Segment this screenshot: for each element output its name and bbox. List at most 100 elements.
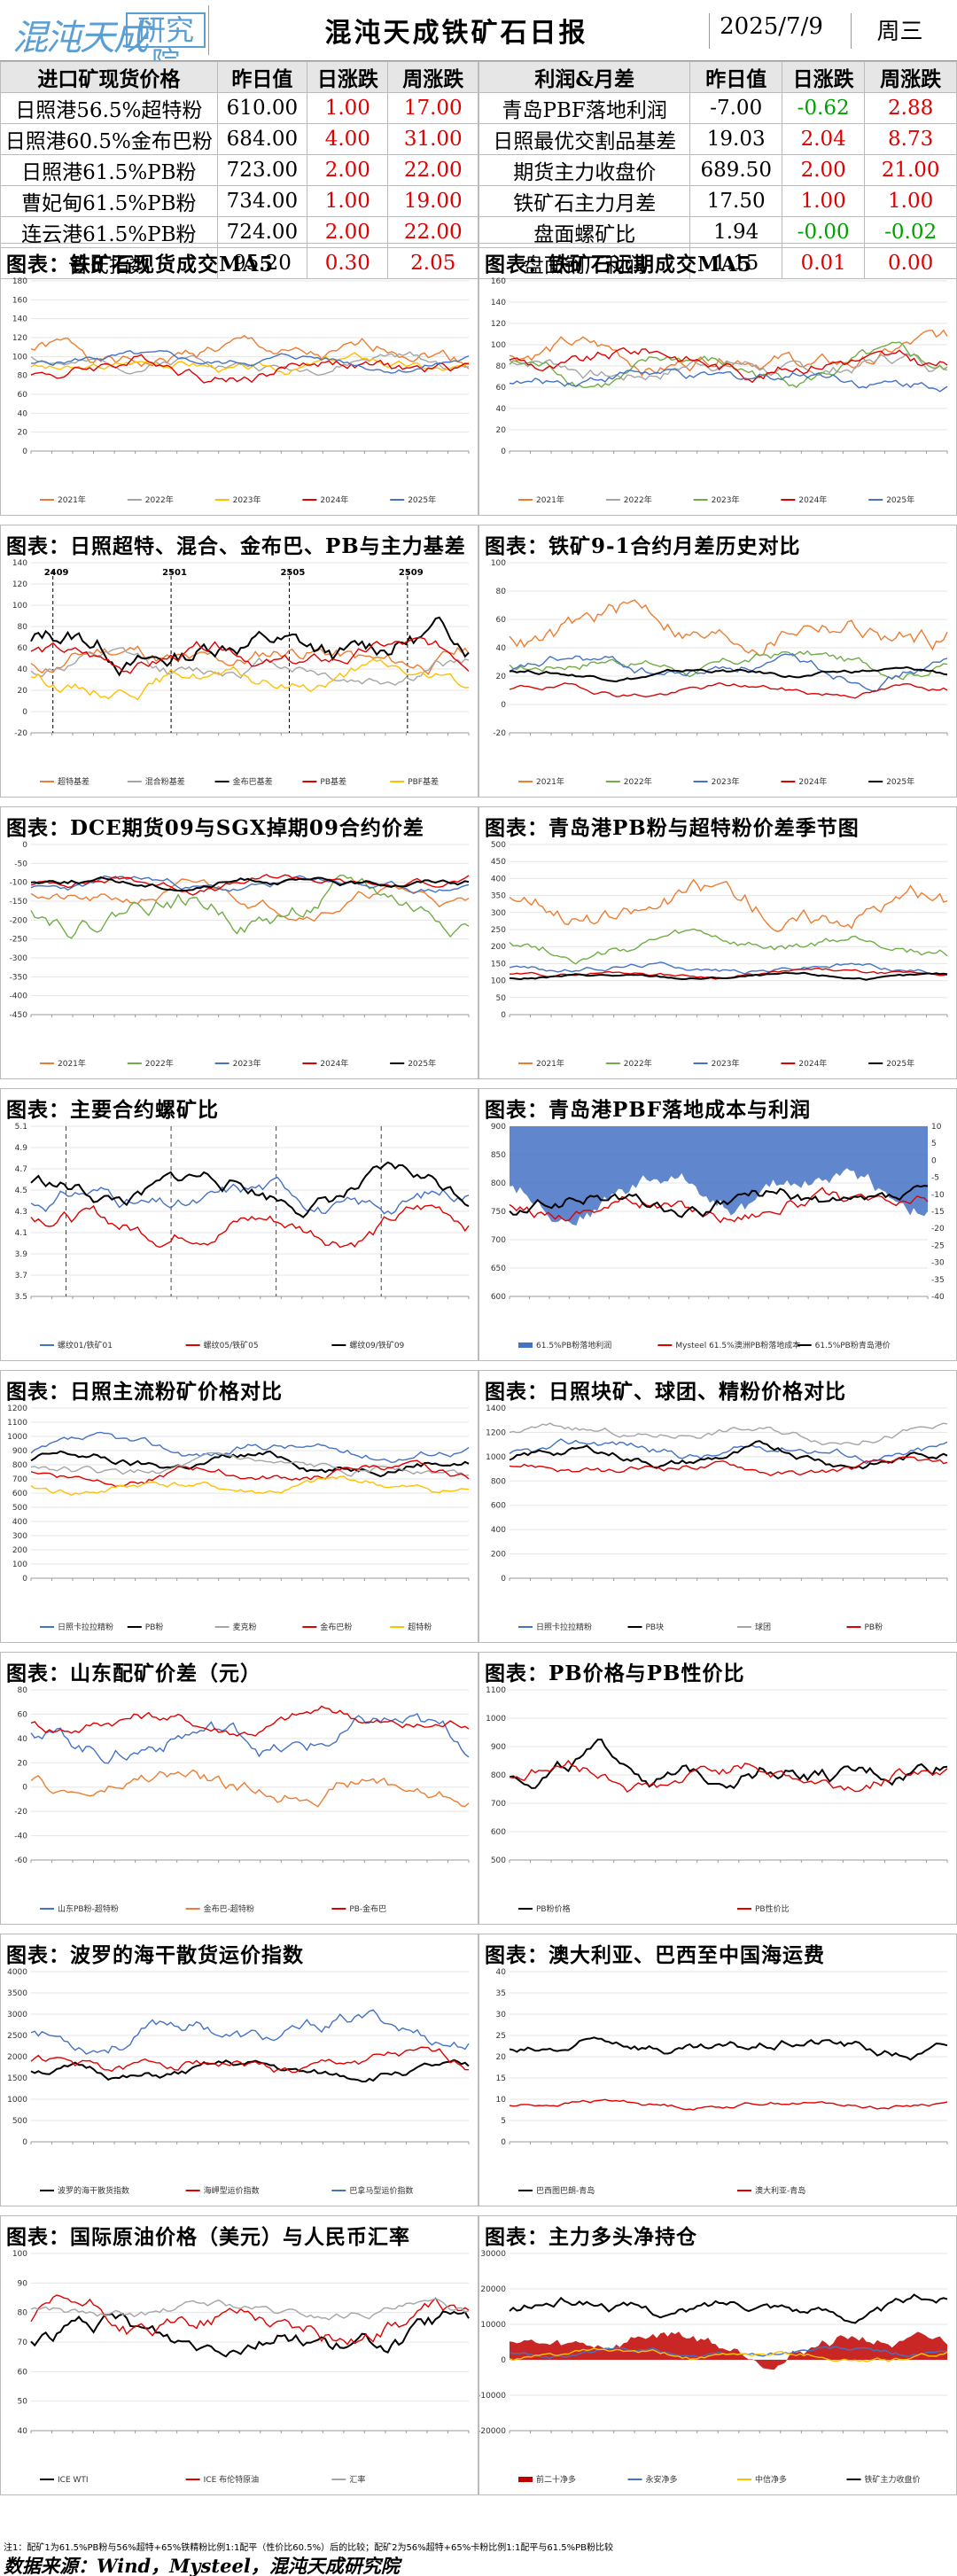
- table-cell-week: 1.00: [864, 185, 957, 217]
- table-cell-name: 日照港61.5%PB粉: [0, 154, 218, 186]
- legend-label: 前二十净多: [536, 2474, 576, 2485]
- series-line: [30, 1431, 470, 1464]
- y-tick-label: 650: [491, 1265, 506, 1273]
- chart-svg: -20000 -10000 0 10000 20000 30000 前二十净多 永安净多 中信净…: [479, 2250, 948, 2485]
- report-weekday: 周三: [851, 13, 948, 49]
- y-tick-label: 4000: [7, 1968, 27, 1977]
- legend-label: 2023年: [233, 494, 261, 505]
- y-tick-label: 0: [22, 841, 27, 850]
- y-tick-label: 400: [12, 1518, 27, 1527]
- y-tick-label: 140: [491, 299, 506, 307]
- legend-label: PB基差: [320, 776, 346, 787]
- series-line: [30, 1176, 470, 1215]
- table-header: 日涨跌: [782, 61, 866, 93]
- table-cell-day: 2.00: [782, 154, 866, 186]
- legend-label: ICE 布伦特原油: [204, 2474, 260, 2485]
- y-tick-label: 600: [491, 1293, 506, 1302]
- legend-label: 2023年: [712, 776, 740, 787]
- y-tick-label: 500: [12, 1504, 27, 1513]
- y-tick-label: 800: [12, 1461, 27, 1470]
- y-tick-label: 900: [12, 1447, 27, 1456]
- legend-label: 61.5%PB粉落地利润: [536, 1340, 611, 1350]
- table-cell-day: -0.62: [782, 92, 866, 124]
- y-tick-label: 500: [491, 1856, 506, 1865]
- legend-label: 波罗的海干散货指数: [58, 2185, 129, 2196]
- table-cell-prev: 723.00: [216, 154, 308, 186]
- series-line: [509, 1438, 948, 1465]
- legend-label: 螺纹01/铁矿01: [58, 1340, 113, 1350]
- y-tick-label: 140: [12, 315, 27, 324]
- y-tick-label: 1200: [486, 1428, 506, 1437]
- y-tick-label: 0: [501, 2356, 506, 2365]
- table-cell-day: 0.30: [307, 247, 389, 279]
- chart-panel: 图表：铁矿石现货成交MA5 0 20 40 60 80 100 120 140 160 180 202…: [0, 243, 478, 516]
- table-cell-name: 青岛PBF落地利润: [478, 92, 691, 124]
- y-tick-label: 0: [22, 447, 27, 456]
- y-tick-label: -350: [10, 973, 28, 982]
- y-tick-label: 200: [491, 943, 506, 952]
- y-tick-label: 100: [491, 341, 506, 350]
- series-area: [510, 1126, 928, 1226]
- series-line: [509, 599, 948, 657]
- legend-label: 2022年: [624, 1058, 652, 1069]
- chart-title: 图表：铁矿石现货成交MA5: [6, 253, 275, 276]
- table-cell-name: 盘面钢厂利润: [478, 247, 691, 279]
- y-tick-label: 600: [12, 1490, 27, 1498]
- legend-label: PB粉: [865, 1622, 883, 1632]
- series-line: [30, 616, 470, 677]
- y-tick-label: 50: [496, 994, 507, 1003]
- y-tick-label: 1500: [7, 2074, 27, 2083]
- report-header: 混沌天成 研究院 混沌天成铁矿石日报 2025/7/9 周三: [0, 0, 957, 78]
- y-tick-label: 600: [491, 1828, 506, 1837]
- table-header: 昨日值: [689, 61, 783, 93]
- y-tick-label: -250: [10, 936, 28, 945]
- y-tick-label: 30: [496, 2011, 507, 2020]
- y-tick-label: 60: [496, 384, 507, 393]
- y-tick-label: 800: [491, 1477, 506, 1486]
- y-tick-label: 700: [491, 1236, 506, 1245]
- table-cell-day: 0.01: [782, 247, 866, 279]
- series-line: [30, 2046, 470, 2074]
- y-tick-label: 20: [18, 1759, 28, 1768]
- table-cell-name: 曹妃甸61.5%PB粉: [0, 185, 218, 217]
- chart-title: 图表：铁矿石远期成交MA5: [485, 253, 753, 276]
- y-tick-label: 400: [491, 875, 506, 883]
- series-line: [509, 1422, 948, 1446]
- series-line: [509, 1440, 948, 1470]
- y-tick-label: -100: [10, 879, 28, 888]
- legend-label: PB粉价格: [536, 1903, 571, 1914]
- y-tick-label: 10000: [480, 2321, 506, 2330]
- table-cell-name: 日照港56.5%超特粉: [0, 92, 218, 124]
- y-tick-label: 2000: [7, 2053, 27, 2062]
- y2-tick-label: -30: [931, 1259, 945, 1268]
- y-tick-label: 0: [22, 2138, 27, 2147]
- table-cell-day: 2.04: [782, 123, 866, 155]
- y-tick-label: 160: [12, 296, 27, 305]
- y2-tick-label: 0: [931, 1156, 937, 1165]
- legend-label: 2025年: [408, 494, 436, 505]
- table-row: 日照港56.5%超特粉 610.00 1.00 17.00: [0, 92, 478, 124]
- table-cell-name: 日照港60.5%金布巴粉: [0, 123, 218, 155]
- legend-label: 混合粉基差: [145, 776, 185, 787]
- legend-label: 61.5%PB粉青岛港价: [815, 1340, 891, 1350]
- series-line: [30, 645, 470, 675]
- y-tick-label: 250: [491, 926, 506, 935]
- series-line: [509, 2098, 948, 2111]
- y-tick-label: 80: [18, 372, 28, 381]
- legend-label: 2022年: [624, 776, 652, 787]
- y-tick-label: 3.7: [15, 1272, 27, 1280]
- series-line: [30, 878, 470, 922]
- y-tick-label: 4.1: [15, 1229, 27, 1238]
- y-tick-label: 60: [18, 1710, 28, 1719]
- y-tick-label: 1000: [7, 2096, 27, 2105]
- y-tick-label: 100: [12, 353, 27, 362]
- y-tick-label: -400: [10, 992, 28, 1001]
- y-tick-label: 800: [491, 1771, 506, 1780]
- y-tick-label: 120: [491, 320, 506, 329]
- legend-label: 螺纹09/铁矿09: [349, 1340, 404, 1350]
- legend-label: 2022年: [145, 1058, 174, 1069]
- series-line: [509, 353, 948, 381]
- y-tick-label: 3.9: [15, 1250, 28, 1259]
- y-tick-label: 80: [18, 2309, 28, 2318]
- y2-tick-label: -20: [931, 1225, 945, 1234]
